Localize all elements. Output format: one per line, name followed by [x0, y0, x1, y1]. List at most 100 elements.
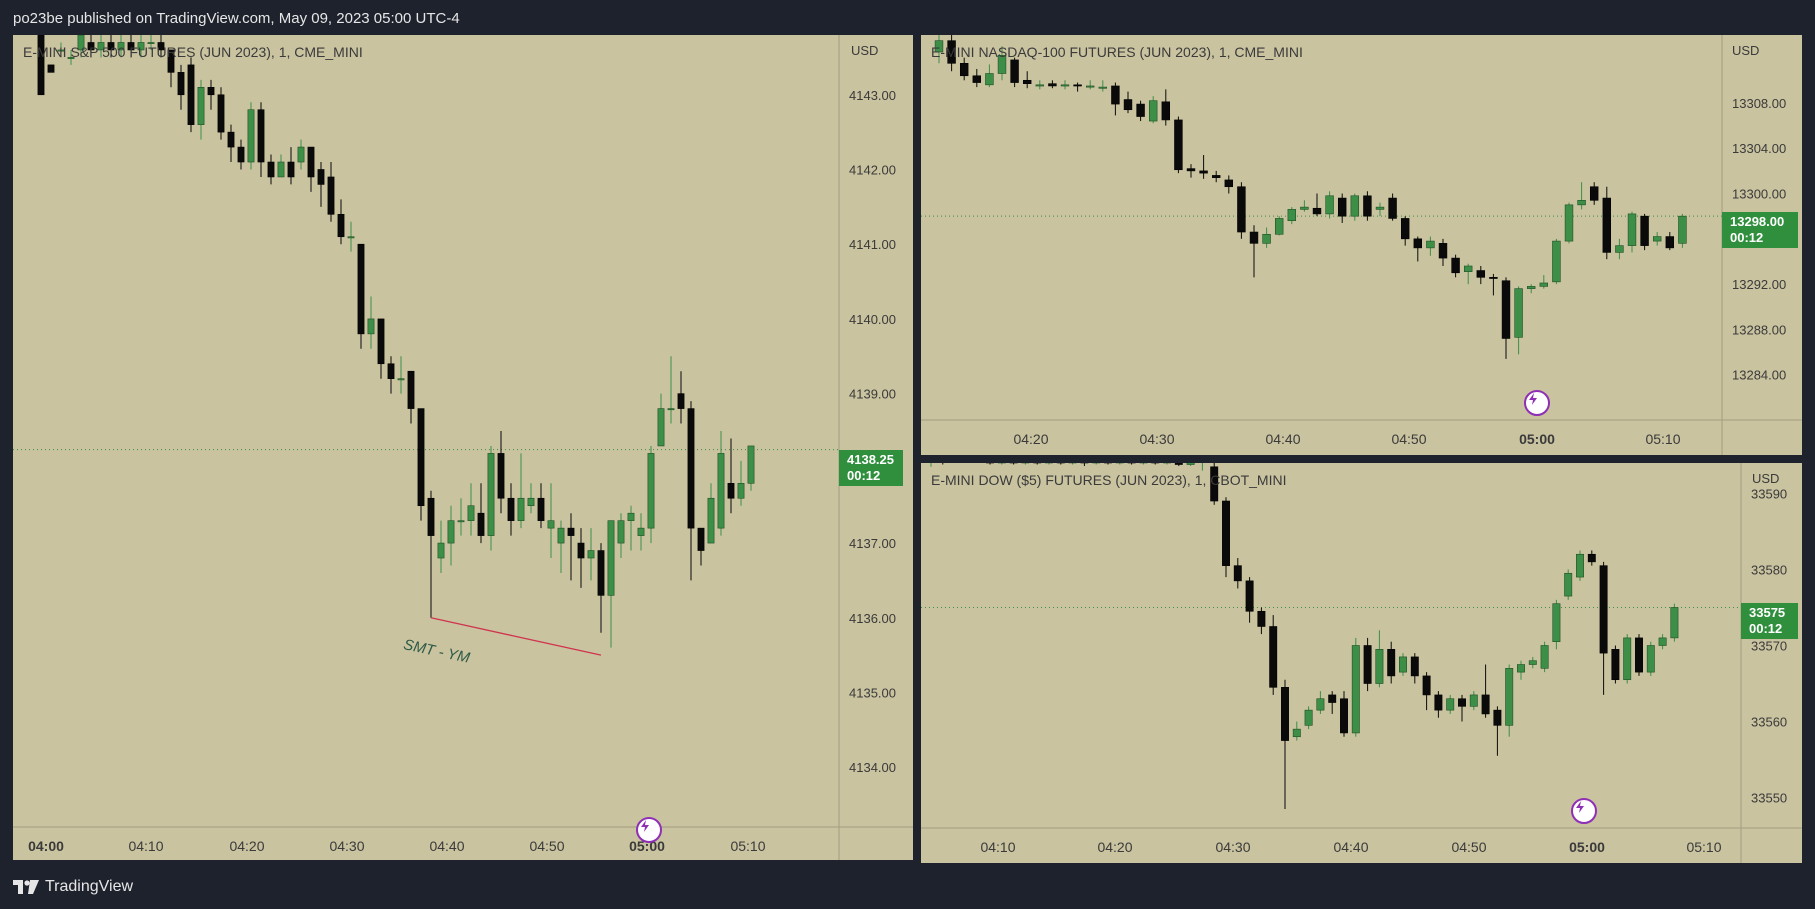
- chart-panel-es[interactable]: 4143.00 4142.00 4141.00 4140.00 4139.00 4137.…: [13, 35, 913, 860]
- y-tick-label: 33570: [1751, 639, 1787, 654]
- candle-body: [537, 497, 545, 521]
- candle-body: [647, 453, 655, 529]
- candle: [1399, 653, 1407, 676]
- candle: [1316, 691, 1325, 714]
- candle: [1552, 599, 1561, 650]
- candle-body: [547, 520, 555, 529]
- x-tick-label: 04:20: [229, 838, 264, 854]
- countdown-ym: 00:12: [1749, 621, 1783, 636]
- candle: [1438, 238, 1448, 266]
- candle: [1080, 463, 1089, 467]
- candle: [297, 139, 305, 170]
- candle: [1623, 634, 1632, 684]
- candle: [97, 35, 105, 58]
- candle: [67, 49, 75, 65]
- candle: [1163, 463, 1171, 465]
- candle-body: [1249, 231, 1259, 244]
- candle-body: [447, 520, 455, 544]
- candle: [1363, 191, 1372, 221]
- candle: [1304, 706, 1313, 730]
- candle: [1526, 284, 1536, 294]
- candle: [1577, 182, 1586, 210]
- candle-body: [317, 169, 325, 185]
- chart-panel-nq[interactable]: 13308.00 13304.00 13300.00 13292.00 13288.00…: [921, 35, 1802, 455]
- candle: [627, 505, 635, 551]
- candle-body: [477, 512, 485, 536]
- candle: [1123, 91, 1133, 114]
- candle-body: [177, 72, 185, 96]
- candle: [337, 199, 345, 245]
- y-tick-label: 33550: [1751, 791, 1787, 806]
- x-tick-label: 05:10: [1645, 431, 1680, 447]
- candle-body: [1340, 698, 1348, 734]
- candle: [677, 371, 685, 424]
- candle: [57, 42, 65, 58]
- candle-body: [557, 527, 565, 544]
- candle: [1564, 202, 1574, 244]
- currency-label-es: USD: [851, 43, 879, 58]
- candle-body: [1161, 101, 1171, 121]
- candle: [1199, 155, 1208, 179]
- candle: [1665, 232, 1675, 251]
- y-tick-label: 33580: [1751, 562, 1787, 577]
- candle-body: [497, 453, 505, 499]
- candle: [287, 147, 295, 185]
- candle: [1073, 82, 1082, 92]
- realtime-flash-icon-es[interactable]: [636, 817, 662, 843]
- candle: [87, 35, 95, 58]
- candle-body: [1587, 553, 1596, 563]
- candle-body: [1022, 79, 1032, 84]
- candle-body: [727, 483, 735, 499]
- candle: [587, 528, 595, 581]
- candle: [985, 64, 994, 88]
- y-tick-label: 4139.00: [849, 387, 896, 402]
- y-tick-label: 33590: [1751, 486, 1787, 501]
- candle: [1493, 706, 1502, 756]
- candle: [1262, 227, 1271, 248]
- candle-body: [1652, 236, 1662, 242]
- candle: [972, 68, 982, 88]
- candle-body: [97, 42, 105, 51]
- candlestick-chart-ym[interactable]: 33590 33580 33570 33560 33550 04:10 04:20 04:30…: [921, 463, 1802, 863]
- chart-panel-ym[interactable]: 33590 33580 33570 33560 33550 04:10 04:20 04:30…: [921, 463, 1802, 863]
- candle: [1458, 694, 1466, 722]
- candlestick-chart-es[interactable]: 4143.00 4142.00 4141.00 4140.00 4139.00 4137.…: [13, 35, 913, 860]
- candle: [577, 528, 585, 588]
- candle: [207, 79, 215, 110]
- realtime-flash-icon-nq[interactable]: [1524, 390, 1550, 416]
- candle: [1489, 273, 1498, 296]
- candle-body: [717, 453, 725, 529]
- candle: [697, 527, 705, 566]
- candle: [247, 102, 255, 170]
- candlestick-chart-nq[interactable]: 13308.00 13304.00 13300.00 13292.00 13288.00…: [921, 35, 1802, 455]
- candle-body: [1351, 645, 1360, 734]
- candle: [407, 370, 415, 424]
- candle-body: [217, 94, 225, 133]
- candle-body: [1463, 265, 1473, 272]
- candle: [277, 154, 285, 178]
- candle: [487, 445, 495, 551]
- candle-body: [1665, 236, 1675, 249]
- candle-body: [587, 550, 595, 559]
- realtime-flash-icon-ym[interactable]: [1571, 798, 1597, 824]
- y-tick-label: 13300.00: [1732, 187, 1786, 202]
- candle-body: [1035, 84, 1045, 87]
- candle-body: [167, 49, 175, 73]
- candle: [1224, 175, 1234, 194]
- candle: [477, 483, 485, 544]
- candle: [1139, 463, 1148, 465]
- candle-body: [1505, 668, 1514, 726]
- candle: [547, 483, 555, 559]
- candle: [1589, 182, 1599, 205]
- last-price-es: 4138.25: [847, 452, 894, 467]
- candle-body: [1375, 206, 1385, 210]
- y-tick-label: 13292.00: [1732, 277, 1786, 292]
- candle: [1148, 96, 1158, 124]
- candle-body: [467, 505, 475, 521]
- candle-body: [747, 445, 755, 484]
- candle: [1010, 57, 1019, 88]
- candle-body: [1399, 656, 1407, 673]
- candle-body: [1410, 656, 1419, 677]
- candle: [1281, 679, 1289, 809]
- candle: [377, 318, 385, 379]
